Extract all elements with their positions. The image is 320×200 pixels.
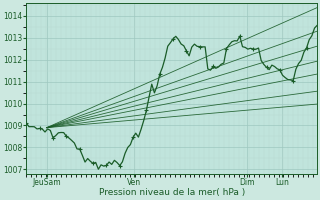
X-axis label: Pression niveau de la mer( hPa ): Pression niveau de la mer( hPa ) [99, 188, 245, 197]
